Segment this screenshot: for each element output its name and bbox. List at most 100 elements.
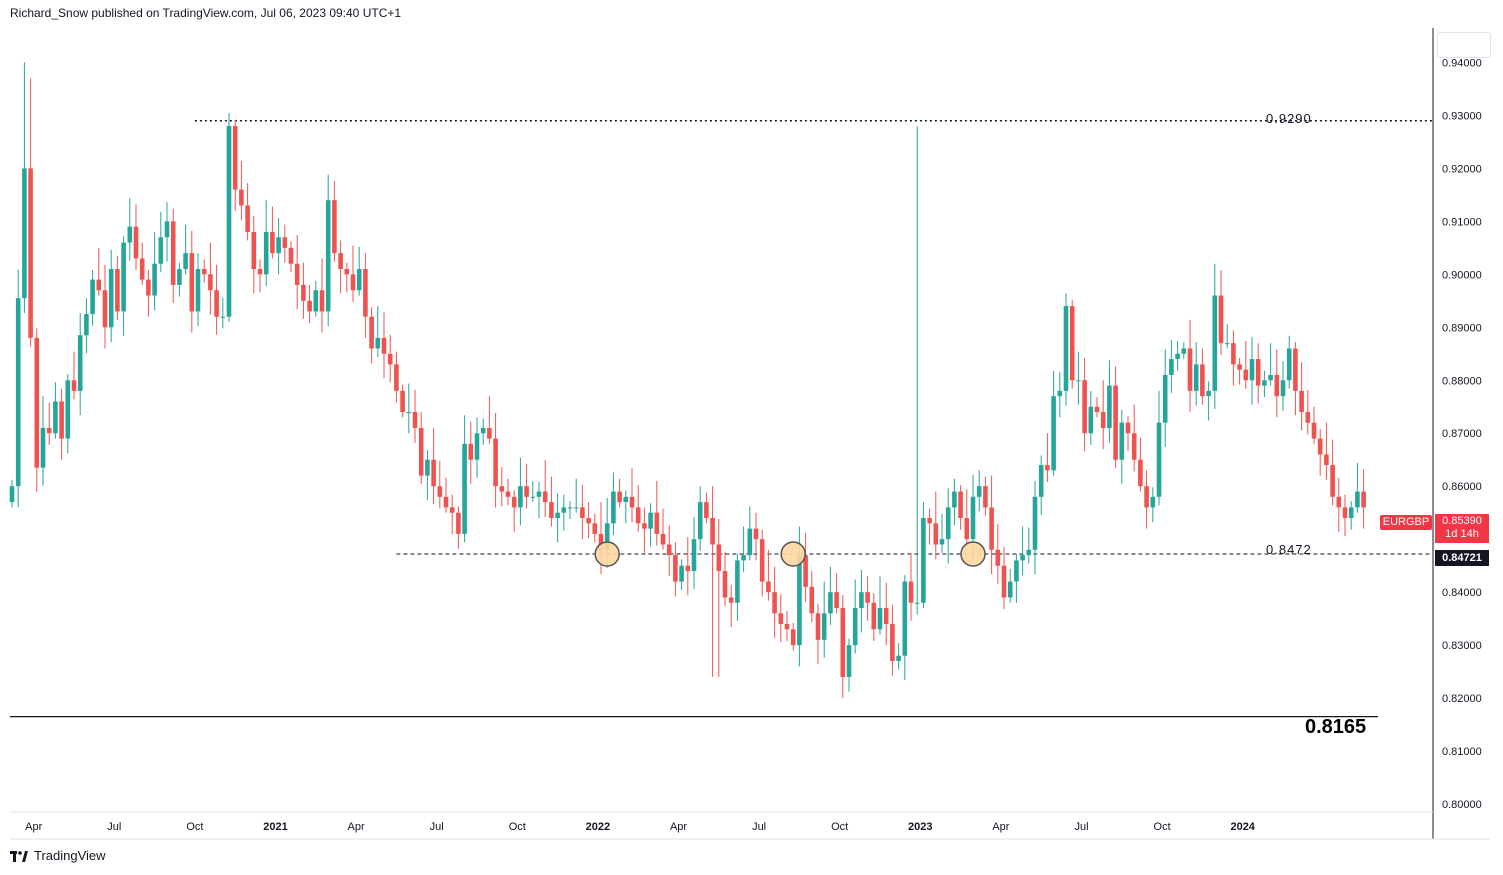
candle-body [344, 269, 350, 275]
candle-body [288, 247, 294, 264]
candle-body [307, 300, 312, 312]
candle-body [995, 549, 1001, 566]
candle-body [425, 459, 430, 476]
candle-body [480, 427, 486, 434]
candle-body [1069, 306, 1075, 381]
candle-body [685, 565, 691, 571]
y-tick-label: 0.83000 [1442, 640, 1482, 652]
last-price-tag: 0.85390 1d 14h [1435, 514, 1489, 543]
candle-body [840, 608, 846, 677]
candle-body [443, 496, 449, 508]
candle-body [449, 507, 455, 513]
long-term-low-label: 0.8165 [1305, 716, 1367, 738]
candle-body [530, 496, 536, 498]
candle-body [1193, 364, 1199, 391]
candle-body [642, 523, 647, 529]
candle-body [617, 491, 622, 503]
candle-body [239, 189, 244, 206]
candle-body [1187, 348, 1193, 391]
candle-body [22, 168, 27, 299]
candle-body [1051, 396, 1056, 471]
candle-body [828, 592, 833, 614]
candle-body [623, 496, 629, 503]
candle-body [226, 126, 232, 317]
candle-body [59, 401, 64, 439]
candle-body [1038, 465, 1044, 497]
candle-body [809, 586, 815, 614]
candle-body [629, 496, 635, 508]
candle-body [369, 316, 374, 349]
candle-body [294, 263, 300, 285]
candle-body [1305, 412, 1311, 423]
symbol-label: EURGBP [1380, 515, 1432, 530]
candle-body [28, 168, 33, 338]
candle-body [177, 269, 182, 285]
candle-body [40, 427, 46, 468]
candle-body [673, 555, 678, 582]
candle-body [394, 364, 399, 391]
tradingview-logo[interactable]: TradingView [10, 848, 106, 863]
candle-body [983, 486, 988, 508]
candle-body [865, 592, 870, 603]
candle-body [747, 528, 753, 556]
candle-body [53, 401, 58, 434]
x-tick-label: Jul [107, 821, 121, 833]
x-tick-label: Jul [430, 821, 444, 833]
candle-body [834, 592, 839, 609]
candle-body [989, 507, 994, 550]
support-label: 0.8472 [1266, 542, 1312, 557]
x-tick-label: 2024 [1230, 821, 1255, 833]
candle-body [282, 237, 288, 248]
x-tick-label: Apr [992, 821, 1009, 833]
publish-header: Richard_Snow published on TradingView.co… [10, 6, 401, 20]
candle-body [152, 263, 157, 296]
candle-body [555, 512, 560, 518]
candle-body [1255, 359, 1261, 386]
candle-body [1045, 465, 1050, 471]
candle-body [468, 443, 474, 460]
support-price-tag: 0.84721 [1435, 550, 1489, 566]
tradingview-logo-text: TradingView [34, 848, 106, 863]
candle-body [970, 496, 976, 540]
candle-body [803, 555, 808, 587]
candle-body [1361, 491, 1366, 508]
candle-body [84, 314, 89, 336]
candle-body [815, 613, 821, 640]
candle-body [704, 502, 709, 518]
support-touch-circle [780, 541, 806, 567]
x-tick-label: 2023 [908, 821, 932, 833]
candle-body [350, 274, 356, 291]
candle-body [139, 258, 145, 280]
candle-body [431, 459, 436, 487]
candle-body [1057, 390, 1063, 397]
candle-body [921, 518, 926, 603]
candle-body [71, 380, 77, 391]
candle-body [877, 608, 883, 630]
candle-body [270, 231, 275, 254]
candle-body [766, 581, 771, 593]
candle-body [381, 337, 387, 354]
candle-body [821, 613, 827, 640]
candle-body [245, 205, 250, 232]
y-tick-label: 0.93000 [1442, 110, 1482, 122]
candle-body [313, 290, 319, 312]
candle-body [418, 427, 424, 476]
candle-body [1330, 465, 1335, 497]
candle-body [301, 284, 306, 301]
candle-body [542, 491, 548, 503]
candle-body [890, 623, 895, 662]
top-right-button[interactable] [1437, 32, 1491, 58]
candle-body [883, 608, 889, 624]
y-tick-label: 0.82000 [1442, 693, 1482, 705]
candle-body [852, 608, 858, 646]
candle-body [195, 269, 201, 312]
candle-body [536, 491, 542, 497]
author-name[interactable]: Richard_Snow [10, 6, 89, 20]
candle-body [15, 298, 21, 487]
candle-body [1181, 348, 1187, 354]
candle-body [251, 231, 257, 270]
candle-body [1299, 390, 1304, 413]
candle-body [325, 200, 331, 312]
candle-body [691, 539, 697, 571]
